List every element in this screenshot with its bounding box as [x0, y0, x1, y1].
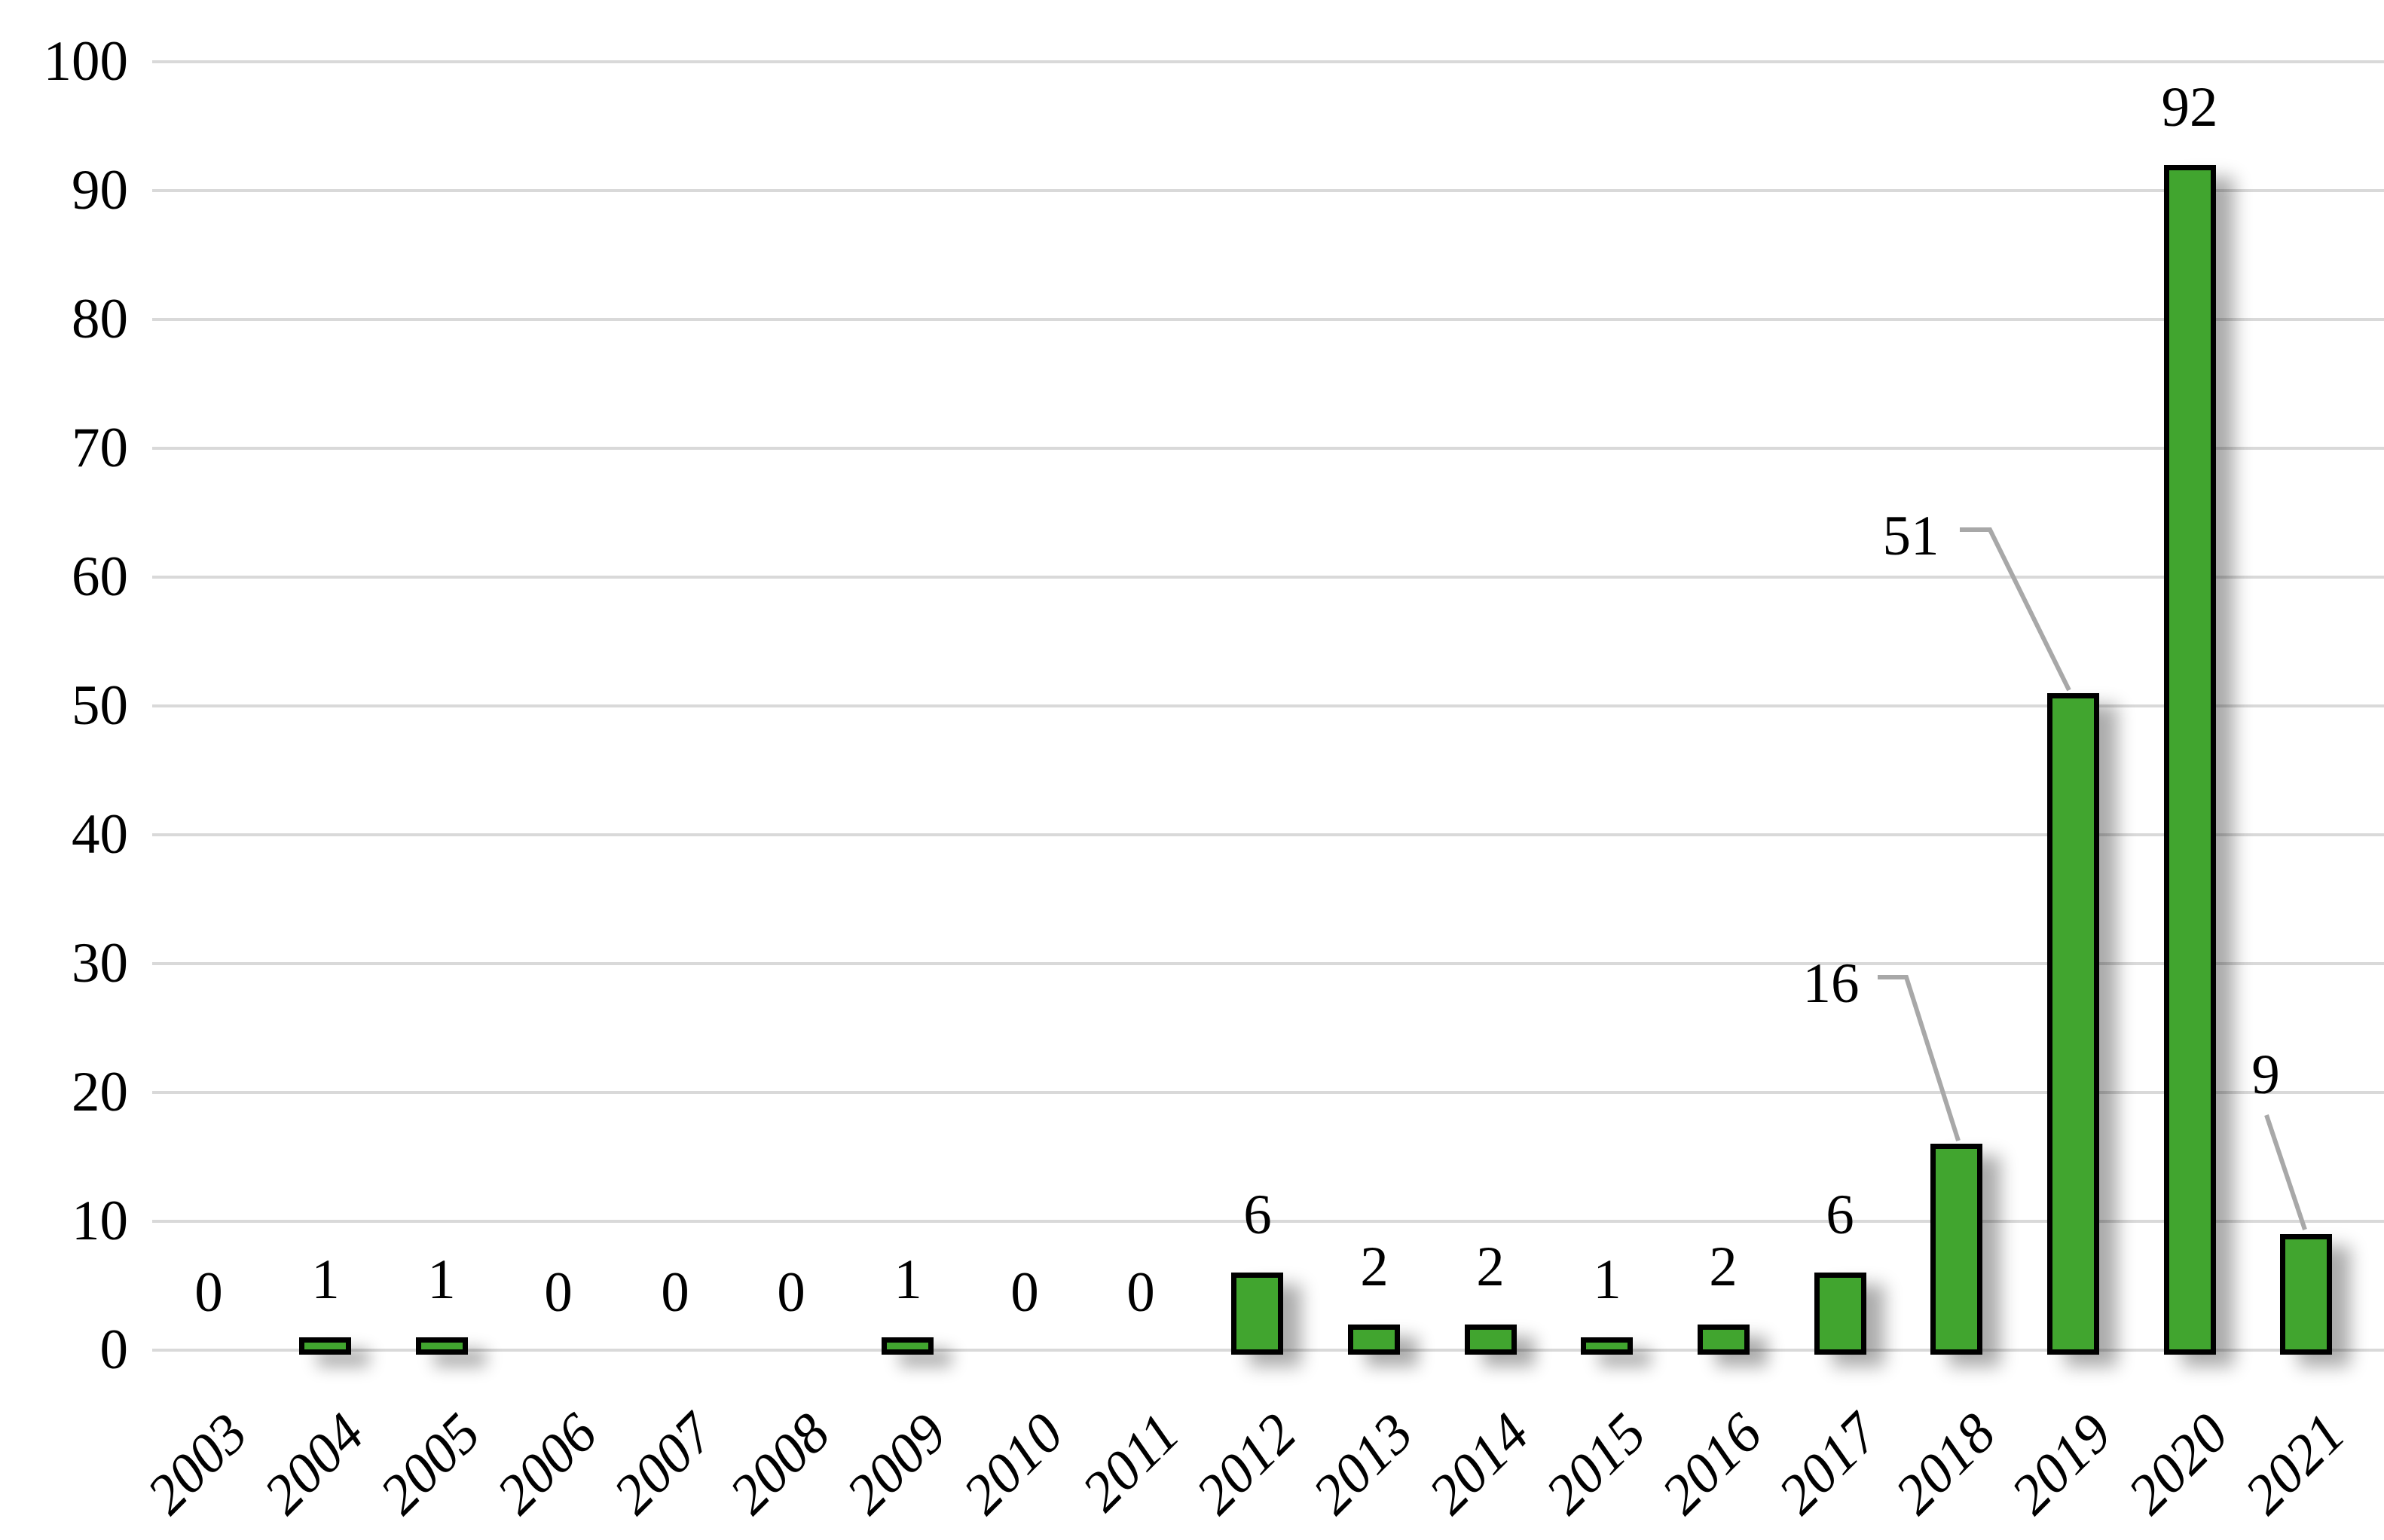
bar-value-label: 1	[1593, 1248, 1621, 1311]
y-tick-label: 10	[72, 1190, 128, 1252]
bar-value-label: 0	[194, 1261, 223, 1324]
bar	[1231, 1273, 1283, 1355]
y-tick-label: 40	[72, 803, 128, 866]
gridline	[152, 318, 2384, 321]
y-tick-label: 50	[72, 674, 128, 737]
bar	[299, 1337, 351, 1355]
bar-value-label: 0	[661, 1261, 689, 1324]
bar-value-label: 0	[1010, 1261, 1039, 1324]
bar-value-label: 6	[1826, 1184, 1854, 1246]
bar-value-label: 0	[1126, 1261, 1155, 1324]
y-tick-label: 60	[72, 545, 128, 608]
gridline	[152, 576, 2384, 579]
bar	[1698, 1325, 1750, 1355]
bar-value-label: 2	[1476, 1236, 1505, 1298]
bar	[1581, 1337, 1633, 1355]
bar-value-label: 1	[427, 1248, 456, 1311]
bar	[2164, 165, 2216, 1355]
y-tick-label: 100	[43, 30, 129, 93]
y-tick-label: 0	[99, 1318, 129, 1381]
y-tick-label: 80	[72, 288, 128, 350]
bar	[1814, 1273, 1866, 1355]
y-tick-label: 70	[72, 417, 128, 479]
bar	[882, 1337, 934, 1355]
gridline	[152, 447, 2384, 450]
gridline	[152, 704, 2384, 707]
bar-value-label: 6	[1243, 1184, 1272, 1246]
bar	[416, 1337, 468, 1355]
y-tick-label: 30	[72, 932, 128, 995]
callout-label: 51	[1882, 505, 1939, 567]
bar	[1348, 1325, 1400, 1355]
gridline	[152, 1220, 2384, 1223]
gridline	[152, 962, 2384, 965]
gridline	[152, 1091, 2384, 1094]
bar-value-label: 1	[894, 1248, 922, 1311]
y-tick-label: 20	[72, 1061, 128, 1123]
bar-value-label: 0	[777, 1261, 805, 1324]
bar	[1465, 1325, 1517, 1355]
bar-value-label: 0	[544, 1261, 573, 1324]
bar	[2280, 1234, 2332, 1355]
gridline	[152, 60, 2384, 63]
callout-label: 16	[1802, 952, 1860, 1015]
bar	[1930, 1144, 1982, 1355]
callout-label: 9	[2251, 1043, 2280, 1106]
leader-line	[2264, 1114, 2307, 1230]
bar-value-label: 2	[1709, 1236, 1738, 1298]
bar-value-label: 1	[311, 1248, 340, 1311]
gridline	[152, 189, 2384, 192]
bar-value-label: 92	[2161, 76, 2218, 139]
bar-value-label: 2	[1360, 1236, 1389, 1298]
gridline	[152, 833, 2384, 836]
bar	[2047, 693, 2099, 1355]
y-tick-label: 90	[72, 159, 128, 222]
